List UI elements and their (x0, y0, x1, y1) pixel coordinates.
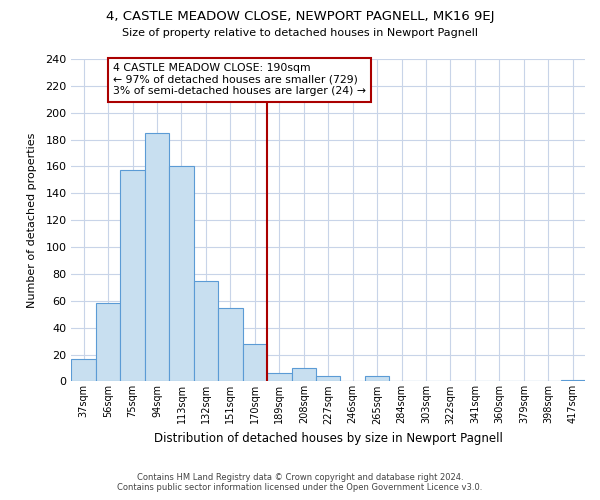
Bar (292, 368, 316, 382)
Text: Size of property relative to detached houses in Newport Pagnell: Size of property relative to detached ho… (122, 28, 478, 38)
Bar (316, 376, 340, 382)
X-axis label: Distribution of detached houses by size in Newport Pagnell: Distribution of detached houses by size … (154, 432, 503, 445)
Bar (365, 376, 389, 382)
Bar (242, 344, 267, 382)
Bar (145, 133, 169, 382)
Bar (71, 358, 96, 382)
Y-axis label: Number of detached properties: Number of detached properties (27, 132, 37, 308)
Text: 4, CASTLE MEADOW CLOSE, NEWPORT PAGNELL, MK16 9EJ: 4, CASTLE MEADOW CLOSE, NEWPORT PAGNELL,… (106, 10, 494, 23)
Text: Contains HM Land Registry data © Crown copyright and database right 2024.
Contai: Contains HM Land Registry data © Crown c… (118, 473, 482, 492)
Text: 4 CASTLE MEADOW CLOSE: 190sqm
← 97% of detached houses are smaller (729)
3% of s: 4 CASTLE MEADOW CLOSE: 190sqm ← 97% of d… (113, 63, 366, 96)
Bar (267, 374, 292, 382)
Bar (121, 170, 145, 382)
Bar (560, 380, 585, 382)
Bar (169, 166, 194, 382)
Bar (96, 304, 121, 382)
Bar (194, 280, 218, 382)
Bar (218, 308, 242, 382)
